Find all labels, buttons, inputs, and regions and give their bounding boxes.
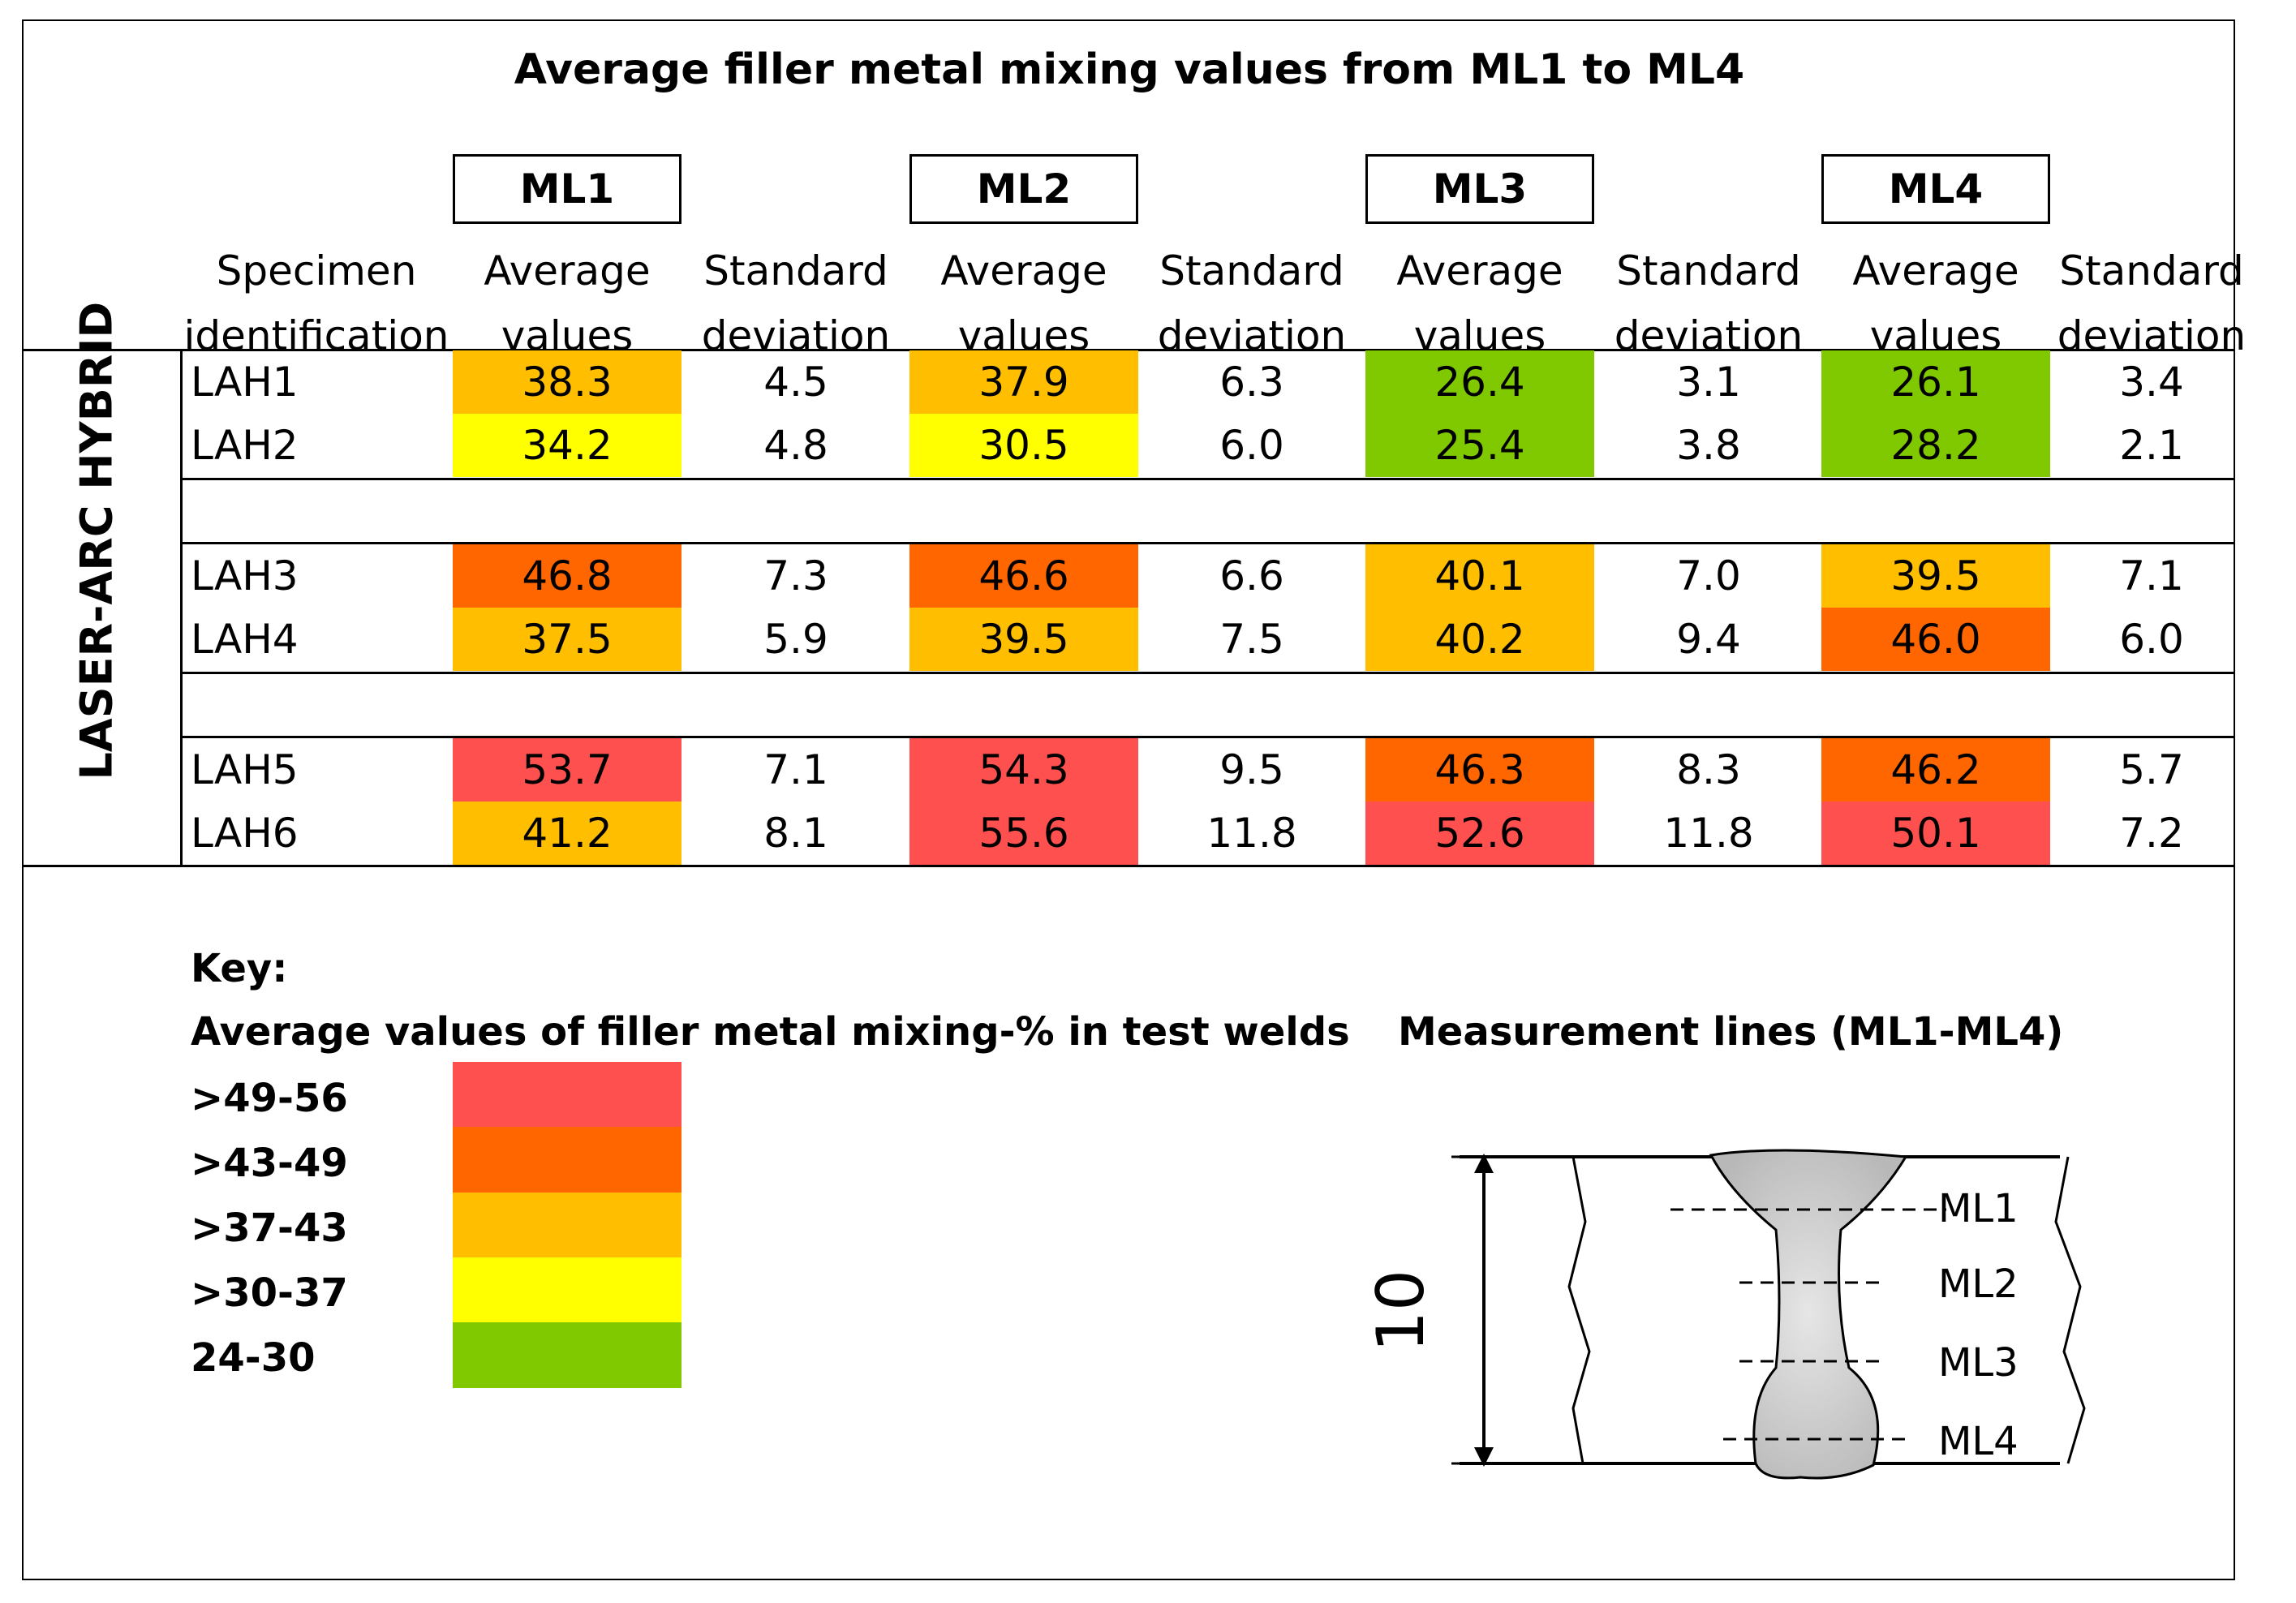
figure-title: Average filler metal mixing values from … bbox=[514, 45, 1745, 94]
diagram-heading: Measurement lines (ML1-ML4) bbox=[1398, 1009, 2064, 1055]
cell-lah2-ml2-avg: 30.5 bbox=[909, 414, 1138, 477]
cell-lah6-ml4-sd: 7.2 bbox=[2119, 810, 2184, 857]
cell-lah5-ml1-sd: 7.1 bbox=[763, 746, 828, 793]
row-label-lah3: LAH3 bbox=[191, 552, 299, 600]
break-line-right bbox=[2054, 1156, 2086, 1464]
cell-lah2-ml4-sd: 2.1 bbox=[2119, 422, 2184, 469]
cell-lah4-ml1-avg: 37.5 bbox=[453, 608, 681, 671]
cell-lah2-ml1-avg: 34.2 bbox=[453, 414, 681, 477]
key-swatch-red bbox=[453, 1062, 681, 1127]
cell-lah5-ml2-sd: 9.5 bbox=[1219, 746, 1284, 793]
cell-lah2-ml1-sd: 4.8 bbox=[763, 422, 828, 469]
cell-lah6-ml2-sd: 11.8 bbox=[1206, 810, 1297, 857]
table-top-rule bbox=[24, 349, 2235, 351]
cell-lah6-ml1-sd: 8.1 bbox=[763, 810, 828, 857]
cell-lah3-ml4-sd: 7.1 bbox=[2119, 552, 2184, 600]
ml3-header-box: ML3 bbox=[1365, 154, 1594, 224]
cell-lah1-ml2-sd: 6.3 bbox=[1219, 359, 1284, 406]
row-label-lah2: LAH2 bbox=[191, 422, 299, 469]
cell-lah6-ml3-avg: 52.6 bbox=[1365, 802, 1594, 865]
cell-lah5-ml4-avg: 46.2 bbox=[1821, 738, 2050, 802]
cell-lah1-ml4-sd: 3.4 bbox=[2119, 359, 2184, 406]
row-label-lah6: LAH6 bbox=[191, 810, 299, 857]
dimension-label: 10 bbox=[1363, 1270, 1438, 1352]
group-rule-1 bbox=[180, 478, 2235, 480]
side-divider bbox=[180, 349, 183, 867]
cell-lah2-ml3-avg: 25.4 bbox=[1365, 414, 1594, 477]
cell-lah5-ml3-sd: 8.3 bbox=[1676, 746, 1741, 793]
cell-lah6-ml3-sd: 11.8 bbox=[1663, 810, 1754, 857]
cell-lah1-ml1-sd: 4.5 bbox=[763, 359, 828, 406]
cell-lah1-ml3-avg: 26.4 bbox=[1365, 350, 1594, 414]
row-label-lah4: LAH4 bbox=[191, 616, 299, 663]
ml1-label: ML1 bbox=[1938, 1186, 2019, 1231]
cell-lah6-ml1-avg: 41.2 bbox=[453, 802, 681, 865]
break-line-left bbox=[1567, 1156, 1591, 1464]
cell-lah3-ml1-sd: 7.3 bbox=[763, 552, 828, 600]
cell-lah2-ml4-avg: 28.2 bbox=[1821, 414, 2050, 477]
row-label-lah5: LAH5 bbox=[191, 746, 299, 793]
key-swatch-dark-orange bbox=[453, 1127, 681, 1193]
row-label-lah1: LAH1 bbox=[191, 359, 299, 406]
cell-lah4-ml3-sd: 9.4 bbox=[1676, 616, 1741, 663]
cell-lah5-ml1-avg: 53.7 bbox=[453, 738, 681, 802]
weld-cross-section-diagram: 10 ML1 ML2 ML3 ML4 bbox=[1363, 1149, 2086, 1480]
key-subheading: Average values of filler metal mixing-% … bbox=[191, 1009, 1350, 1055]
weld-bead bbox=[1709, 1149, 1908, 1480]
cell-lah4-ml1-sd: 5.9 bbox=[763, 616, 828, 663]
cell-lah1-ml2-avg: 37.9 bbox=[909, 350, 1138, 414]
cell-lah4-ml4-sd: 6.0 bbox=[2119, 616, 2184, 663]
group-rule-4 bbox=[180, 736, 2235, 738]
cell-lah4-ml2-avg: 39.5 bbox=[909, 608, 1138, 671]
ml2-std-header: Standard deviation bbox=[1157, 247, 1347, 359]
cell-lah3-ml3-avg: 40.1 bbox=[1365, 544, 1594, 608]
cell-lah4-ml3-avg: 40.2 bbox=[1365, 608, 1594, 671]
key-swatch-yellow bbox=[453, 1257, 681, 1322]
key-range-label: >43-49 bbox=[191, 1141, 348, 1186]
ml4-label: ML4 bbox=[1938, 1419, 2019, 1464]
figure-frame: Average filler metal mixing values from … bbox=[22, 19, 2246, 1580]
cell-lah4-ml4-avg: 46.0 bbox=[1821, 608, 2050, 671]
cell-lah3-ml3-sd: 7.0 bbox=[1676, 552, 1741, 600]
cell-lah5-ml3-avg: 46.3 bbox=[1365, 738, 1594, 802]
ml3-label: ML3 bbox=[1938, 1340, 2019, 1386]
cell-lah6-ml4-avg: 50.1 bbox=[1821, 802, 2050, 865]
cell-lah4-ml2-sd: 7.5 bbox=[1219, 616, 1284, 663]
group-rule-2 bbox=[180, 542, 2235, 544]
ml1-header-box: ML1 bbox=[453, 154, 681, 224]
specimen-header: Specimen identification bbox=[183, 247, 449, 359]
group-rule-3 bbox=[180, 672, 2235, 674]
cell-lah3-ml2-sd: 6.6 bbox=[1219, 552, 1284, 600]
key-range-label: >37-43 bbox=[191, 1205, 348, 1251]
key-range-label: >30-37 bbox=[191, 1270, 348, 1316]
cell-lah3-ml2-avg: 46.6 bbox=[909, 544, 1138, 608]
cell-lah2-ml3-sd: 3.8 bbox=[1676, 422, 1741, 469]
cell-lah2-ml2-sd: 6.0 bbox=[1219, 422, 1284, 469]
key-heading: Key: bbox=[191, 946, 288, 991]
key-range-label: >49-56 bbox=[191, 1076, 348, 1121]
ml2-label: ML2 bbox=[1938, 1261, 2019, 1307]
cell-lah5-ml4-sd: 5.7 bbox=[2119, 746, 2184, 793]
cell-lah1-ml4-avg: 26.1 bbox=[1821, 350, 2050, 414]
table-bottom-rule bbox=[24, 865, 2235, 867]
cell-lah3-ml1-avg: 46.8 bbox=[453, 544, 681, 608]
cell-lah6-ml2-avg: 55.6 bbox=[909, 802, 1138, 865]
cell-lah5-ml2-avg: 54.3 bbox=[909, 738, 1138, 802]
ml4-header-box: ML4 bbox=[1821, 154, 2050, 224]
key-swatch-green bbox=[453, 1322, 681, 1388]
cell-lah3-ml4-avg: 39.5 bbox=[1821, 544, 2050, 608]
ml3-std-header: Standard deviation bbox=[1614, 247, 1804, 359]
ml1-std-header: Standard deviation bbox=[701, 247, 891, 359]
key-range-label: 24-30 bbox=[191, 1335, 316, 1381]
cell-lah1-ml1-avg: 38.3 bbox=[453, 350, 681, 414]
key-swatch-orange bbox=[453, 1193, 681, 1257]
cell-lah1-ml3-sd: 3.1 bbox=[1676, 359, 1741, 406]
ml2-header-box: ML2 bbox=[909, 154, 1138, 224]
side-label: LASER-ARC HYBRID bbox=[71, 301, 123, 780]
ml4-std-header: Standard deviation bbox=[2057, 247, 2247, 359]
